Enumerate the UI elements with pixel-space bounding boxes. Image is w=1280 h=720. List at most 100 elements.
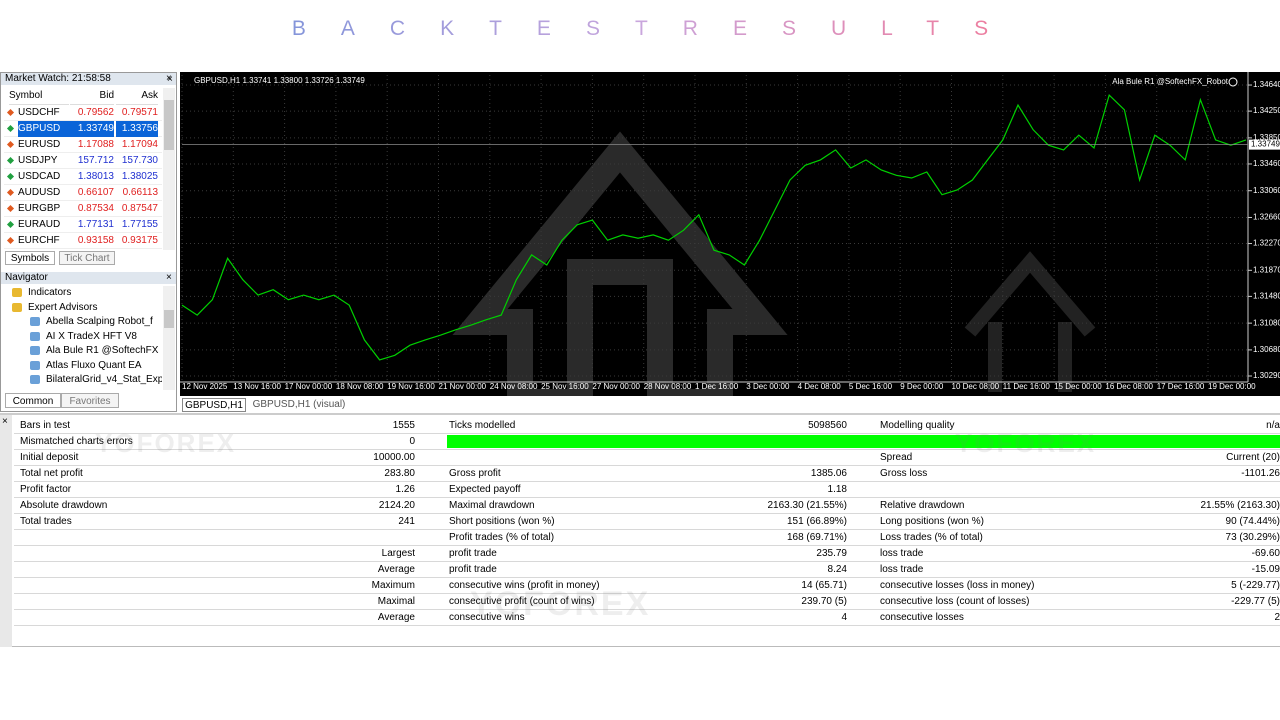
x-tick-label: 12 Nov 2025 [182, 382, 228, 391]
symbol-name: AUDUSD [18, 187, 61, 198]
panel-tab[interactable]: Symbols [5, 251, 55, 265]
panel-tab[interactable]: Tick Chart [59, 251, 115, 265]
symbol-row[interactable] [4, 217, 162, 233]
ask-price: 1.17094 [121, 139, 158, 150]
x-tick-label: 10 Dec 08:00 [952, 382, 1000, 391]
row-separator [14, 513, 1280, 514]
y-tick-label: 1.33850 [1253, 133, 1280, 142]
result-cell: 4 [841, 612, 847, 623]
panel-header: Navigator [1, 272, 176, 284]
result-cell: 2 [1274, 612, 1280, 623]
x-tick-label: 1 Dec 16:00 [695, 382, 739, 391]
panel-tab[interactable]: Common [5, 393, 61, 408]
result-cell: 2124.20 [378, 500, 415, 511]
symbol-row[interactable] [4, 201, 162, 217]
symbol-row[interactable] [4, 185, 162, 201]
expert-label: Ala Bule R1 @SoftechFX_Robot [1112, 77, 1229, 86]
x-tick-label: 18 Nov 08:00 [336, 382, 384, 391]
side-strip [0, 415, 12, 647]
y-tick-label: 1.31080 [1253, 318, 1280, 327]
panel-header: Market Watch: 21:58:58 [1, 73, 176, 85]
tree-item[interactable]: Atlas Fluxo Quant EA [46, 359, 142, 371]
symbol-row[interactable] [4, 137, 162, 153]
result-cell: -229.77 (5) [1231, 596, 1280, 607]
close-button[interactable]: × [166, 73, 172, 84]
watermark: YOFOREX [470, 585, 651, 623]
x-tick-label: 17 Nov 00:00 [285, 382, 333, 391]
ask-price: 0.79571 [121, 107, 158, 118]
tree-item[interactable]: AI X TradeX HFT V8 [46, 330, 137, 342]
chart-tab[interactable]: GBPUSD,H1 (visual) [252, 399, 346, 410]
result-cell: Current (20) [1226, 452, 1280, 463]
column-header: Ask [116, 88, 158, 105]
x-tick-label: 17 Dec 16:00 [1157, 382, 1205, 391]
result-cell: loss trade [880, 564, 924, 575]
result-cell: Total trades [20, 516, 72, 527]
result-cell: 235.79 [816, 548, 847, 559]
symbol-row[interactable] [4, 153, 162, 169]
result-cell: loss trade [880, 548, 924, 559]
page-title: BACKTESTRESULTS [0, 14, 1280, 44]
scrollbar-thumb [164, 100, 174, 150]
result-cell: Average [377, 564, 415, 575]
result-cell: Initial deposit [20, 452, 79, 463]
tree-icon [30, 375, 40, 384]
row-separator [14, 609, 1280, 610]
result-cell: 0 [409, 436, 415, 447]
result-cell: Maximal drawdown [449, 500, 535, 511]
symbol-row[interactable] [4, 169, 162, 185]
result-cell: Gross profit [449, 468, 501, 479]
symbol-name: EURCHF [18, 235, 60, 246]
result-cell: -1101.26 [1241, 468, 1280, 479]
tree-item[interactable]: Indicators [28, 287, 72, 298]
y-tick-label: 1.33060 [1253, 186, 1280, 195]
row-separator [14, 529, 1280, 530]
close-button[interactable]: × [167, 74, 173, 85]
x-tick-label: 19 Dec 00:00 [1208, 382, 1256, 391]
result-cell: Maximum [371, 580, 415, 591]
close-button[interactable]: × [2, 416, 8, 427]
tree-item[interactable]: Ala Bule R1 @SoftechFX [46, 345, 159, 356]
ask-price: 157.730 [121, 155, 158, 166]
column-header: Bid [70, 88, 114, 105]
result-cell: 241 [398, 516, 415, 527]
y-tick-label: 1.30290 [1253, 371, 1280, 380]
symbol-name: GBPUSD [18, 121, 70, 137]
scrollbar [163, 286, 175, 390]
close-button[interactable]: × [166, 272, 172, 283]
result-cell: consecutive profit (count of wins) [449, 596, 595, 607]
chart-tab[interactable]: GBPUSD,H1 [182, 398, 246, 412]
panel-tab[interactable]: Favorites [61, 393, 119, 408]
scrollbar-thumb [164, 310, 174, 328]
result-cell: Bars in test [20, 420, 71, 431]
symbol-name: EURGBP [18, 203, 61, 214]
symbol-row[interactable] [4, 105, 162, 121]
x-tick-label: 3 Dec 00:00 [746, 382, 790, 391]
symbol-name: USDJPY [18, 155, 58, 166]
tree-icon [30, 346, 40, 355]
y-tick-label: 1.34640 [1253, 80, 1280, 89]
tree-icon [12, 288, 22, 297]
x-tick-label: 16 Dec 08:00 [1105, 382, 1153, 391]
bid-price: 1.77131 [77, 219, 114, 230]
bid-price: 1.38013 [77, 171, 114, 182]
bid-price: 0.93158 [77, 235, 114, 246]
y-tick-label: 1.30680 [1253, 345, 1280, 354]
x-tick-label: 9 Dec 00:00 [900, 382, 944, 391]
result-cell: 14 (65.71) [801, 580, 847, 591]
ask-price: 0.87547 [121, 203, 158, 214]
tree-item[interactable]: Expert Advisors [28, 301, 98, 313]
tree-item[interactable]: Abella Scalping Robot_f [46, 316, 153, 327]
result-cell: consecutive wins [449, 612, 525, 623]
result-cell: 8.24 [827, 564, 847, 575]
price-chart: 1.34640 1.34250 1.33850 1.33460 1.33060 1.326… [180, 72, 1280, 396]
current-price-box [1249, 139, 1280, 150]
tree-item[interactable]: BilateralGrid_v4_Stat_Exp [46, 374, 162, 385]
ask-price: 0.93175 [121, 235, 158, 246]
result-cell: 168 (69.71%) [786, 532, 847, 543]
result-cell: Gross loss [880, 468, 928, 479]
x-tick-label: 4 Dec 08:00 [798, 382, 842, 391]
bid-price: 157.712 [77, 155, 114, 166]
ask-price: 0.66113 [122, 187, 158, 198]
symbol-row[interactable] [4, 233, 162, 249]
